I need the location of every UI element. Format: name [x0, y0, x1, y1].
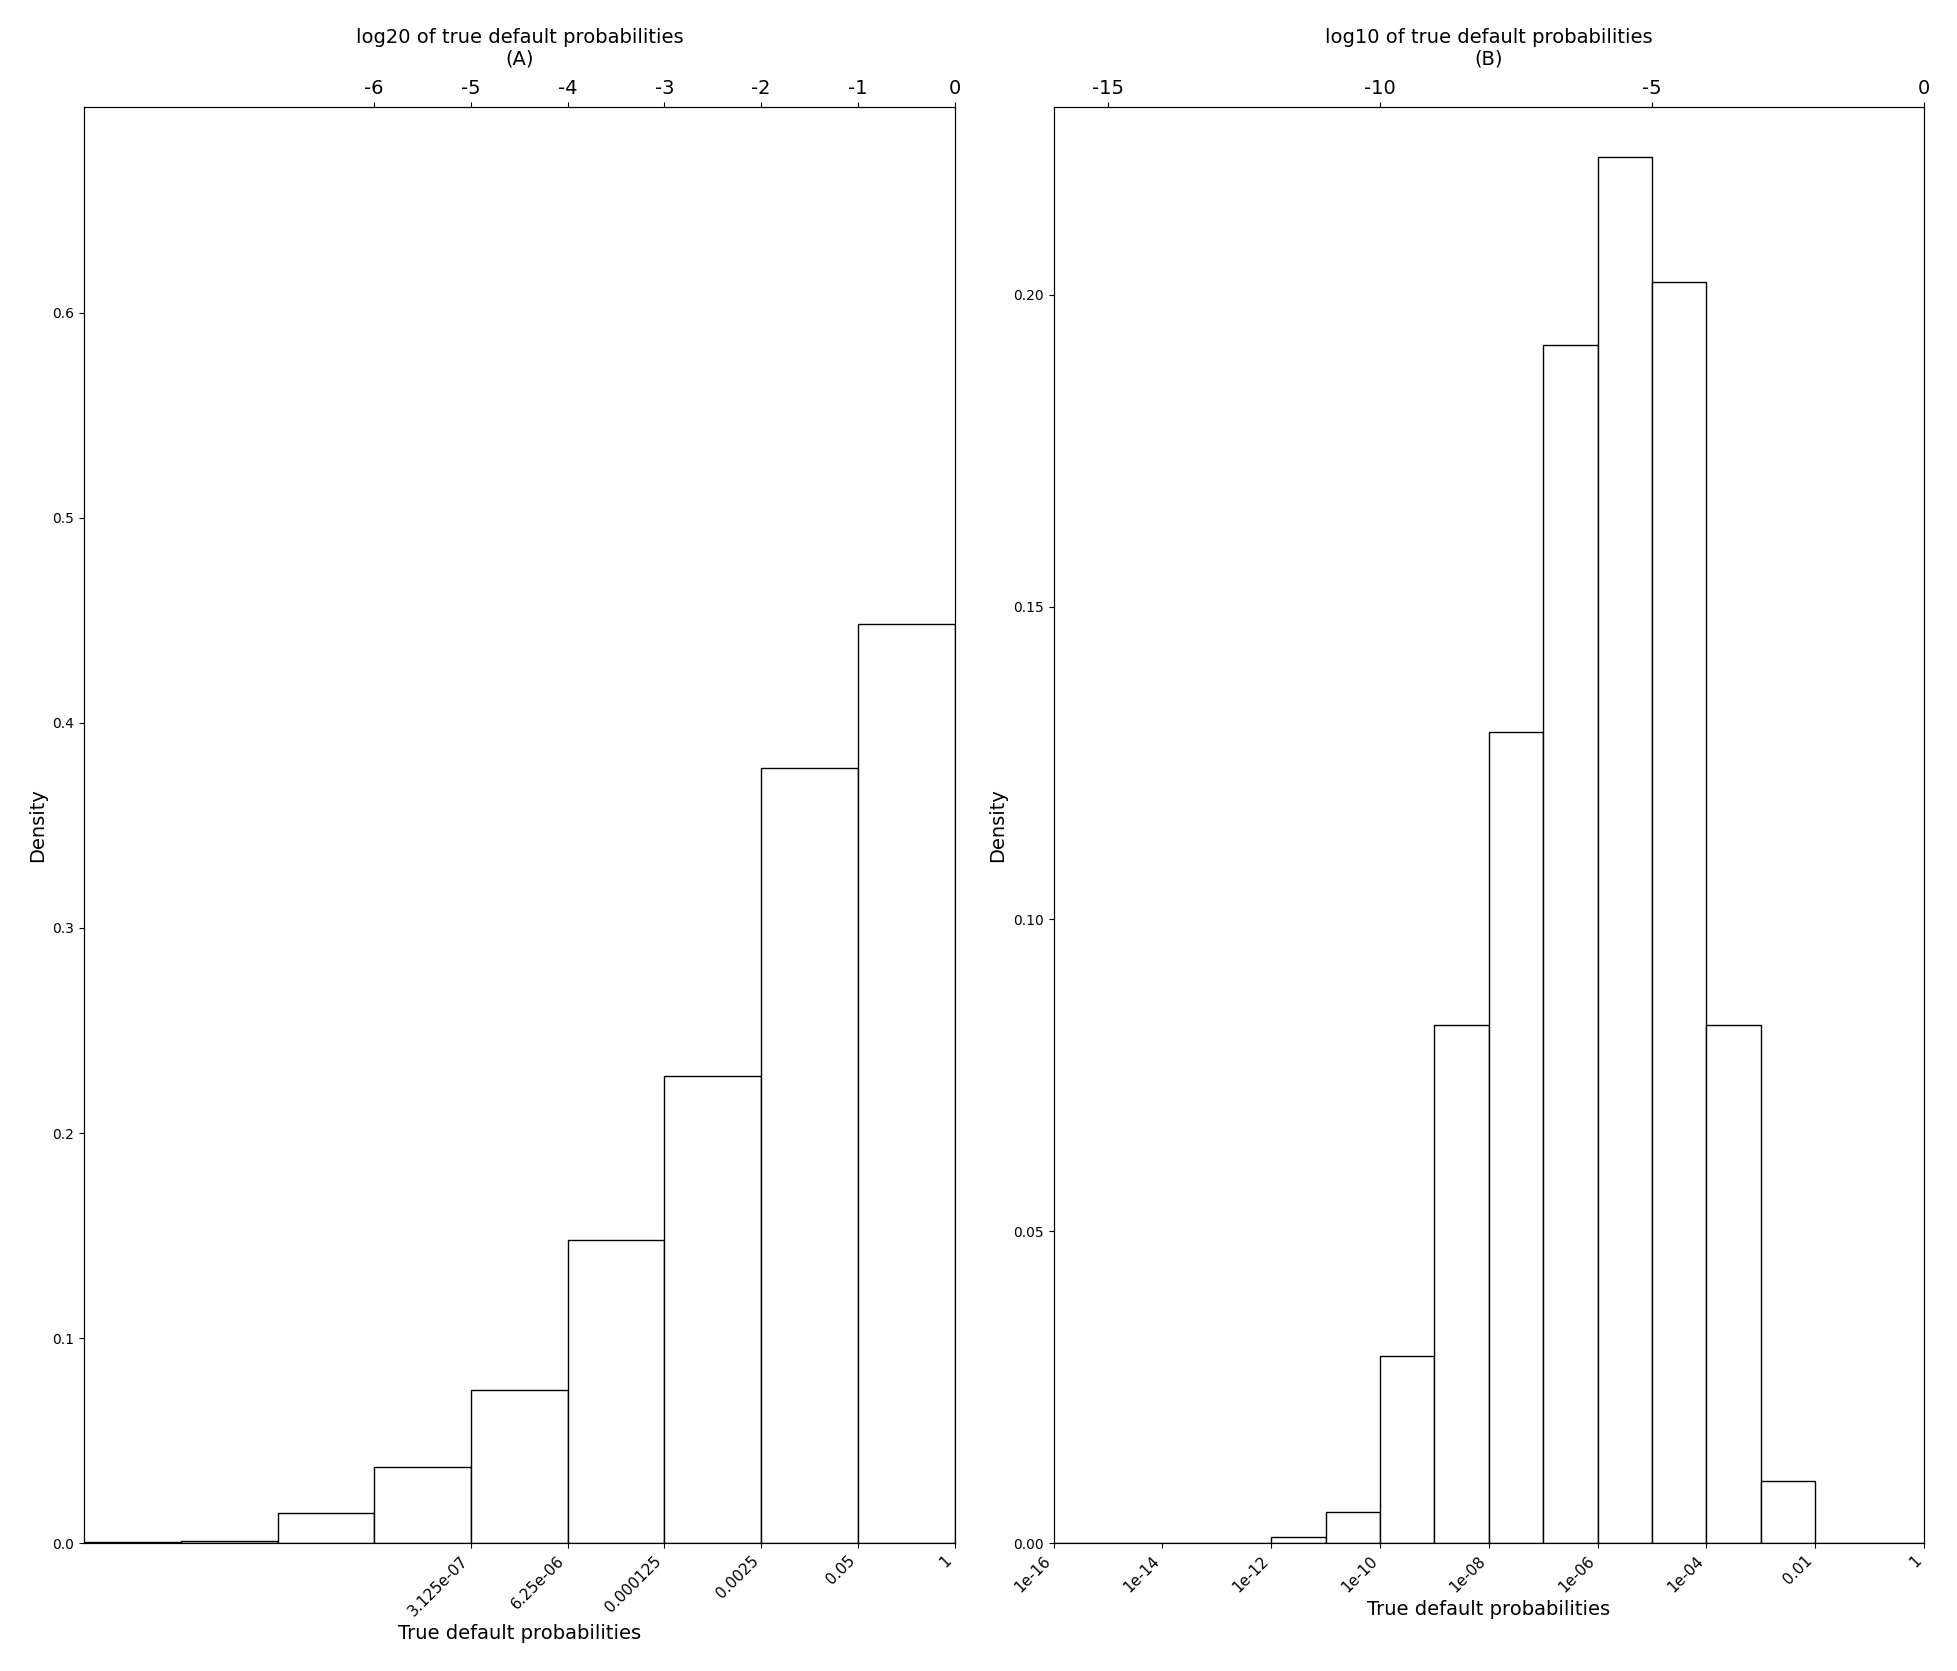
- X-axis label: True default probabilities: True default probabilities: [397, 1624, 640, 1643]
- X-axis label: True default probabilities: True default probabilities: [1366, 1601, 1609, 1619]
- Bar: [1652, 282, 1707, 1544]
- Bar: [1759, 1481, 1814, 1544]
- Bar: [1597, 157, 1652, 1544]
- Y-axis label: Density: Density: [27, 789, 47, 862]
- Bar: [1707, 1026, 1759, 1544]
- Bar: [180, 1541, 278, 1544]
- X-axis label: log20 of true default probabilities
(A): log20 of true default probabilities (A): [356, 28, 683, 69]
- Bar: [472, 1390, 568, 1544]
- Bar: [374, 1467, 472, 1544]
- Bar: [1325, 1512, 1380, 1544]
- X-axis label: log10 of true default probabilities
(B): log10 of true default probabilities (B): [1325, 28, 1652, 69]
- Y-axis label: Density: Density: [988, 789, 1008, 862]
- Bar: [568, 1240, 663, 1544]
- Bar: [1270, 1537, 1325, 1544]
- Bar: [663, 1076, 761, 1544]
- Bar: [1487, 732, 1542, 1544]
- Bar: [1542, 344, 1597, 1544]
- Bar: [857, 625, 955, 1544]
- Bar: [1380, 1357, 1434, 1544]
- Bar: [1434, 1026, 1487, 1544]
- Bar: [278, 1512, 374, 1544]
- Bar: [761, 769, 857, 1544]
